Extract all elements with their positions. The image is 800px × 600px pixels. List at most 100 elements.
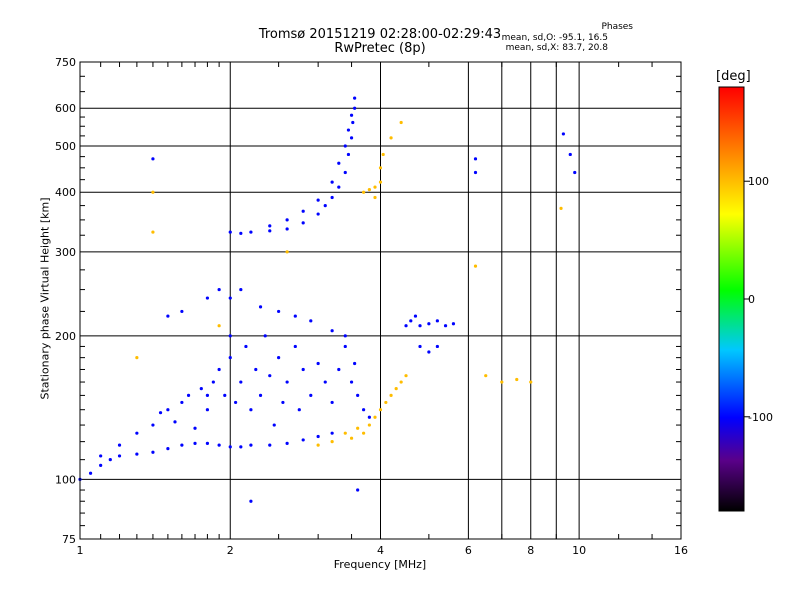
data-point: [323, 380, 327, 384]
data-point: [249, 230, 253, 234]
data-point: [254, 367, 258, 372]
data-point: [258, 393, 263, 398]
y-tick-label: 300: [55, 246, 76, 259]
x-tick-label: 1: [77, 544, 84, 557]
data-point: [223, 393, 227, 398]
data-point: [418, 324, 422, 328]
x-tick-label: 10: [572, 544, 586, 557]
data-point: [373, 195, 377, 200]
data-point: [205, 296, 210, 300]
data-point: [135, 431, 139, 435]
data-point: [353, 361, 357, 366]
series-upper-O-trace: [228, 96, 357, 235]
x-tick-label: 6: [465, 544, 472, 557]
data-point: [316, 434, 320, 439]
data-point: [180, 443, 184, 447]
data-point: [343, 344, 347, 349]
data-point: [351, 120, 355, 125]
data-point: [343, 431, 347, 435]
x-axis-ticks: 1 2 4 6 8 10 16: [77, 62, 688, 557]
data-point: [484, 374, 488, 378]
chart-subtitle: RwPretec (8p): [334, 41, 426, 56]
data-point: [217, 443, 221, 447]
data-point: [239, 380, 243, 384]
data-point: [228, 445, 232, 449]
data-point: [356, 393, 360, 398]
series-E-region-group: [404, 314, 456, 354]
data-point: [435, 344, 439, 349]
data-point: [268, 443, 272, 447]
data-point: [173, 420, 177, 424]
data-point: [362, 431, 366, 435]
colorbar-ticks: 100 0 -100: [744, 175, 773, 424]
data-point: [268, 224, 272, 228]
data-point: [381, 152, 385, 157]
data-point: [356, 488, 360, 492]
data-point: [258, 305, 263, 309]
data-point: [330, 329, 334, 333]
series-upper-X-trace: [362, 120, 403, 200]
data-point: [568, 152, 572, 157]
data-point: [272, 423, 276, 427]
data-point: [427, 322, 431, 326]
data-point: [217, 287, 221, 292]
x-tick-label: 16: [674, 544, 688, 557]
series-lower-X-trace: [316, 374, 408, 447]
data-point: [99, 454, 103, 458]
data-point: [281, 400, 285, 405]
y-axis-ticks: 75 100 200 300 400 500 600 750: [55, 56, 681, 546]
data-point: [186, 393, 191, 398]
data-point: [135, 452, 139, 456]
data-point: [337, 367, 341, 372]
data-point: [239, 287, 243, 292]
data-point: [249, 443, 253, 447]
data-point: [316, 443, 320, 447]
data-point: [249, 408, 253, 412]
data-point: [409, 319, 413, 323]
y-tick-label: 500: [55, 140, 76, 153]
x-tick-label: 4: [377, 544, 384, 557]
data-point: [349, 436, 354, 440]
x-tick-label: 8: [527, 544, 534, 557]
chart-title: Tromsø 20151219 02:28:00-02:29:43: [258, 27, 502, 42]
data-point: [330, 195, 334, 200]
data-point: [373, 415, 377, 419]
data-point: [239, 445, 243, 449]
data-point: [228, 334, 232, 338]
data-point: [362, 190, 366, 194]
data-point: [337, 185, 341, 189]
data-point: [330, 400, 334, 405]
data-point: [323, 203, 327, 208]
data-point: [249, 499, 253, 503]
data-point: [316, 212, 320, 216]
data-point: [561, 132, 565, 136]
data-point: [349, 380, 354, 384]
x-axis-label: Frequency [MHz]: [333, 558, 427, 571]
data-point: [88, 471, 93, 475]
data-point: [108, 458, 112, 462]
data-point: [573, 170, 577, 175]
data-point: [394, 387, 398, 391]
data-point: [301, 367, 305, 372]
data-point: [309, 319, 313, 323]
data-point: [293, 344, 297, 349]
data-point: [473, 170, 478, 175]
data-point: [166, 314, 170, 318]
data-point: [473, 264, 478, 268]
data-point: [367, 415, 371, 419]
colorbar-tick-label: 100: [748, 175, 769, 188]
series-lower-O-trace: [78, 431, 334, 482]
data-point: [117, 443, 122, 447]
data-point: [293, 314, 297, 318]
data-point: [205, 393, 210, 398]
data-point: [180, 309, 184, 314]
data-point: [166, 408, 170, 412]
data-point: [285, 250, 289, 254]
data-point: [404, 324, 408, 328]
y-axis-label: Stationary phase Virtual Height [km]: [38, 197, 52, 400]
series-lower-cloud: [99, 287, 371, 458]
data-point: [443, 324, 448, 328]
data-point: [349, 113, 354, 117]
grid: [80, 62, 681, 539]
data-point: [473, 157, 478, 161]
